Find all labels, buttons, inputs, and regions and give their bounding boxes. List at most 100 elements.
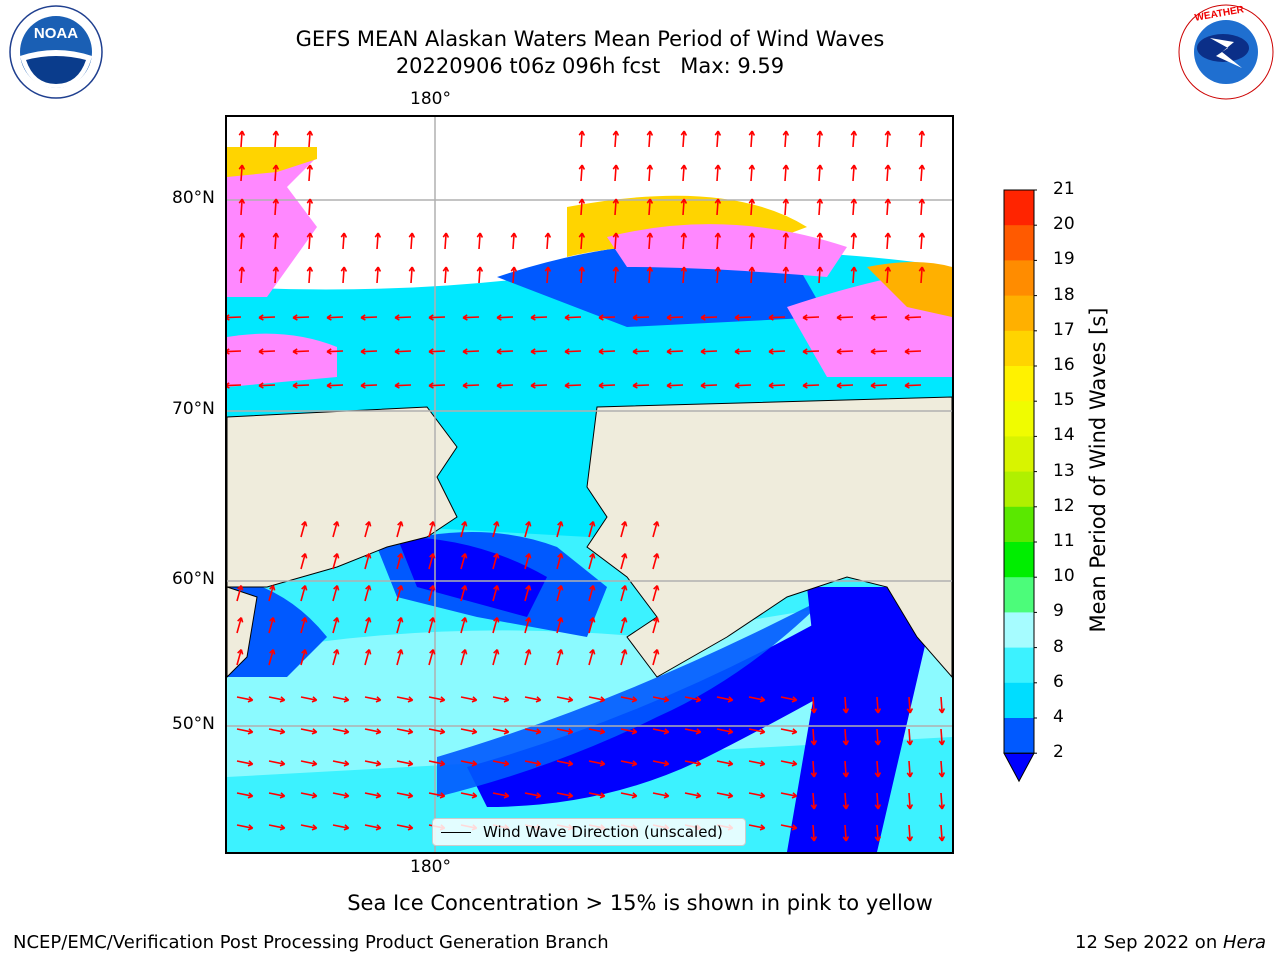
direction-arrow — [782, 266, 790, 284]
direction-arrow — [680, 266, 688, 284]
direction-arrow — [524, 585, 532, 602]
direction-arrow — [904, 348, 922, 355]
direction-arrow — [842, 760, 850, 778]
direction-arrow — [646, 266, 654, 284]
direction-arrow — [716, 696, 734, 703]
direction-arrow — [666, 382, 684, 389]
direction-arrow — [524, 792, 542, 799]
direction-arrow — [652, 585, 660, 602]
direction-arrow — [300, 760, 318, 767]
direction-arrow — [556, 585, 564, 602]
direction-arrow — [874, 728, 882, 746]
direction-arrow — [268, 649, 276, 666]
direction-arrow — [748, 198, 756, 216]
direction-arrow — [460, 792, 478, 799]
direction-arrow — [428, 728, 446, 735]
direction-arrow — [588, 696, 606, 703]
direction-arrow — [748, 792, 766, 799]
direction-arrow — [938, 696, 946, 714]
direction-arrow — [460, 553, 468, 570]
lat-label-50n: 50°N — [172, 714, 215, 734]
direction-arrow — [870, 382, 888, 389]
direction-arrow — [258, 382, 276, 389]
direction-arrow — [524, 760, 542, 767]
direction-arrow — [396, 824, 414, 831]
direction-arrow — [836, 314, 854, 321]
direction-arrow — [598, 382, 616, 389]
direction-arrow — [652, 521, 660, 538]
direction-arrow — [810, 728, 818, 746]
colorbar-segment — [1004, 612, 1034, 649]
direction-arrow — [364, 521, 372, 538]
direction-arrow — [510, 232, 518, 250]
direction-arrow — [340, 266, 348, 284]
sea-ice-note: Sea Ice Concentration > 15% is shown in … — [347, 891, 933, 915]
direction-arrow — [842, 696, 850, 714]
direction-arrow — [300, 696, 318, 703]
lon-label-top: 180° — [410, 89, 451, 109]
direction-arrow — [780, 728, 798, 735]
direction-arrow — [904, 382, 922, 389]
direction-arrow — [492, 521, 500, 538]
direction-arrow — [300, 617, 308, 634]
direction-arrow — [598, 314, 616, 321]
direction-arrow — [268, 824, 286, 831]
direction-arrow — [780, 824, 798, 831]
direction-arrow — [300, 649, 308, 666]
direction-arrow — [938, 728, 946, 746]
direction-arrow — [442, 266, 450, 284]
nws-logo: WEATHER — [1178, 4, 1274, 100]
direction-arrow — [258, 314, 276, 321]
direction-arrow — [460, 521, 468, 538]
footer-host: Hera — [1222, 932, 1266, 953]
direction-arrow — [238, 130, 246, 148]
colorbar-segment — [1004, 542, 1034, 578]
direction-arrow — [332, 792, 350, 799]
direction-arrow — [564, 314, 582, 321]
direction-arrow — [227, 382, 242, 389]
colorbar-segment — [1004, 260, 1034, 297]
direction-arrow — [620, 792, 638, 799]
lat-label-60n: 60°N — [172, 569, 215, 589]
direction-arrow — [646, 232, 654, 250]
direction-arrow — [652, 728, 670, 735]
direction-arrow — [236, 760, 254, 767]
direction-arrow — [492, 696, 510, 703]
direction-arrow — [802, 348, 820, 355]
direction-arrow — [268, 696, 286, 703]
direction-arrow — [782, 164, 790, 182]
direction-arrow — [700, 348, 718, 355]
direction-arrow — [904, 314, 922, 321]
direction-arrow — [884, 232, 892, 250]
sea-ice-central — [607, 224, 847, 277]
direction-arrow — [460, 728, 478, 735]
direction-arrow — [716, 760, 734, 767]
colorbar-title: Mean Period of Wind Waves [s] — [1086, 307, 1110, 633]
direction-arrow — [652, 553, 660, 570]
direction-arrow — [836, 382, 854, 389]
direction-arrow — [332, 617, 340, 634]
direction-arrow — [396, 617, 404, 634]
direction-arrow — [236, 824, 254, 831]
direction-arrow — [326, 314, 344, 321]
direction-arrow — [396, 649, 404, 666]
direction-arrow — [272, 130, 280, 148]
direction-arrow — [836, 348, 854, 355]
direction-arrow — [394, 382, 412, 389]
direction-arrow — [620, 585, 628, 602]
direction-arrow — [884, 266, 892, 284]
direction-arrow — [578, 198, 586, 216]
direction-arrow — [842, 728, 850, 746]
direction-arrow — [556, 728, 574, 735]
wind-wave-direction-arrows — [227, 130, 946, 842]
direction-arrow — [666, 314, 684, 321]
direction-arrow — [492, 728, 510, 735]
direction-arrow — [306, 232, 314, 250]
direction-arrow — [802, 314, 820, 321]
direction-arrow — [918, 164, 926, 182]
direction-arrow — [238, 164, 246, 182]
gulf-blue-zone — [787, 587, 927, 852]
direction-arrow — [782, 130, 790, 148]
direction-arrow — [612, 232, 620, 250]
direction-arrow — [810, 824, 818, 842]
